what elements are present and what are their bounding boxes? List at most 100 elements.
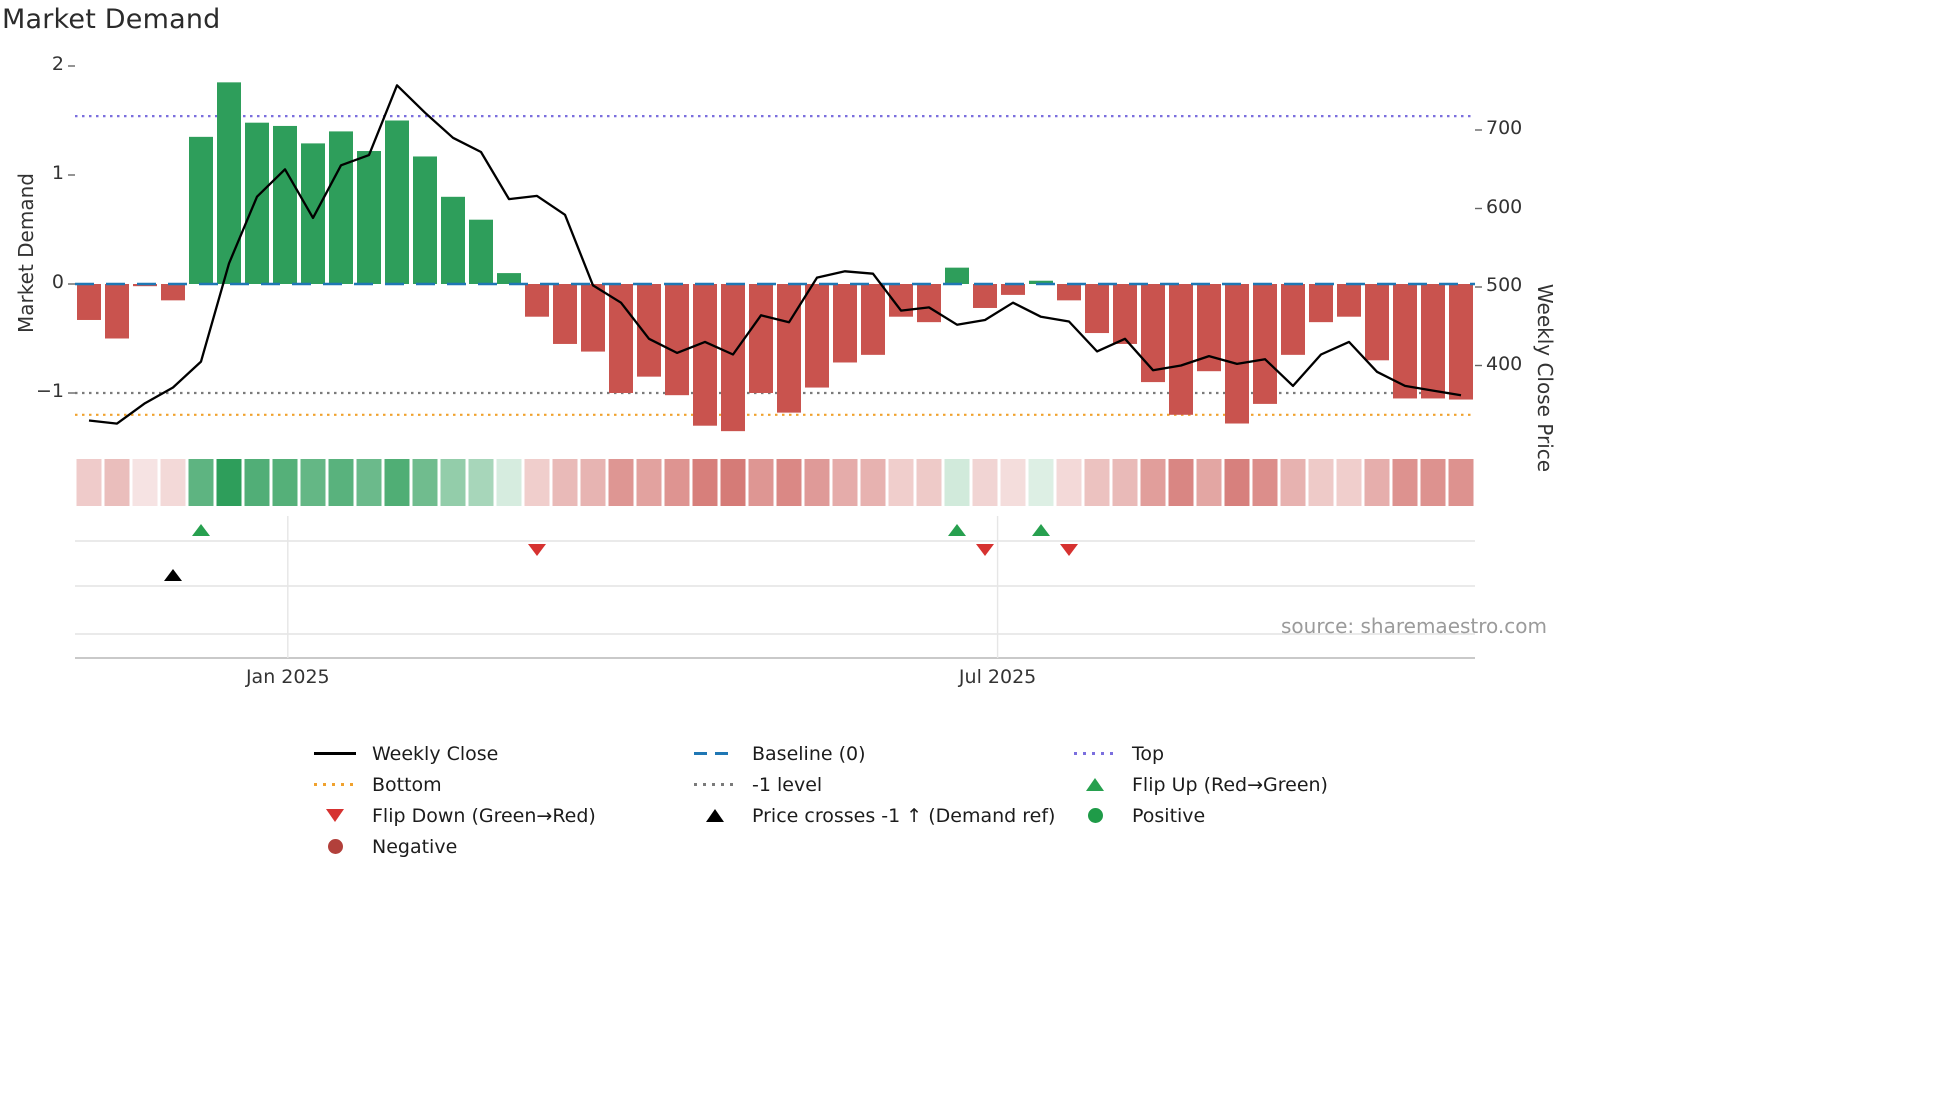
line-solid-swatch-icon <box>314 752 356 755</box>
x-axis-tick-label: Jan 2025 <box>245 666 330 688</box>
demand-heatmap-strip <box>76 459 1474 506</box>
heatmap-cell <box>1252 459 1278 506</box>
heatmap-cell <box>1000 459 1026 506</box>
heatmap-cell <box>748 459 774 506</box>
demand-bar <box>105 284 129 339</box>
heatmap-cell <box>104 459 130 506</box>
heatmap-cell <box>580 459 606 506</box>
demand-bar <box>245 122 269 285</box>
demand-bar <box>1113 284 1137 344</box>
heatmap-cell <box>636 459 662 506</box>
legend-item: Price crosses -1 ↑ (Demand ref) <box>693 800 1055 831</box>
demand-bar <box>1057 284 1081 301</box>
legend-swatch-wrap <box>313 752 357 755</box>
legend-item: Baseline (0) <box>693 738 1055 769</box>
heatmap-cell <box>608 459 634 506</box>
heatmap-cell <box>524 459 550 506</box>
demand-bar <box>861 284 885 355</box>
legend-label: Weekly Close <box>372 742 499 765</box>
y-axis-tick-label-left: 2 <box>51 53 64 75</box>
heatmap-cell <box>300 459 326 506</box>
demand-bar <box>1309 284 1333 323</box>
page-title: Market Demand <box>2 4 221 35</box>
heatmap-cell <box>664 459 690 506</box>
heatmap-cell <box>244 459 270 506</box>
heatmap-cell <box>1420 459 1446 506</box>
legend-item: Positive <box>1073 800 1328 831</box>
heatmap-cell <box>1364 459 1390 506</box>
demand-bar <box>1001 284 1025 295</box>
heatmap-cell <box>328 459 354 506</box>
legend-swatch-wrap <box>693 809 737 822</box>
demand-bar <box>217 82 241 284</box>
flip-up-marker <box>192 524 210 536</box>
demand-bar <box>1085 284 1109 334</box>
legend-label: Top <box>1132 742 1165 765</box>
heatmap-cell <box>216 459 242 506</box>
x-axis-tick-label: Jul 2025 <box>958 666 1037 688</box>
demand-bar <box>777 284 801 413</box>
demand-bar <box>77 284 101 320</box>
y-axis-tick-label-right: 400 <box>1486 352 1523 375</box>
legend-swatch-wrap <box>313 809 357 822</box>
line-dotted-swatch-icon <box>1074 752 1116 755</box>
demand-bar <box>357 151 381 284</box>
heatmap-cell <box>692 459 718 506</box>
heatmap-cell <box>972 459 998 506</box>
heatmap-cell <box>1084 459 1110 506</box>
demand-bar <box>1337 284 1361 317</box>
heatmap-cell <box>888 459 914 506</box>
heatmap-cell <box>1196 459 1222 506</box>
y-axis-tick-label-left: −1 <box>35 380 64 402</box>
line-dotted-swatch-icon <box>694 783 736 786</box>
demand-bar <box>413 156 437 284</box>
tri-up-swatch-icon <box>706 809 724 822</box>
legend-label: Flip Up (Red→Green) <box>1132 773 1328 796</box>
heatmap-cell <box>1168 459 1194 506</box>
demand-bar <box>749 284 773 393</box>
dot-swatch-icon <box>1087 808 1103 823</box>
line-dotted-swatch-icon <box>314 783 356 786</box>
tri-down-swatch-icon <box>326 809 344 822</box>
heatmap-cell <box>272 459 298 506</box>
heatmap-cell <box>776 459 802 506</box>
y-axis-tick-label-right: 600 <box>1486 195 1523 218</box>
heatmap-cell <box>944 459 970 506</box>
legend-label: Negative <box>372 835 458 858</box>
demand-bar <box>1225 284 1249 424</box>
y-axis-label-right: Weekly Close Price <box>1533 283 1557 473</box>
heatmap-cell <box>552 459 578 506</box>
legend-swatch-wrap <box>313 783 357 786</box>
heatmap-cell <box>1112 459 1138 506</box>
demand-bar <box>441 196 465 284</box>
flip-up-marker <box>1032 524 1050 536</box>
source-attribution: source: sharemaestro.com <box>1281 614 1547 638</box>
y-axis-label-left: Market Demand <box>14 173 38 333</box>
heatmap-cell <box>1028 459 1054 506</box>
legend-column: Weekly Close Bottom Flip Down (Green→Red) N… <box>313 738 596 862</box>
demand-bar <box>1449 284 1473 400</box>
demand-bar <box>497 273 521 284</box>
demand-bar <box>1281 284 1305 355</box>
heatmap-cell <box>188 459 214 506</box>
demand-bar <box>553 284 577 344</box>
demand-bar <box>1029 280 1053 284</box>
demand-bar <box>665 284 689 396</box>
demand-bar <box>329 131 353 284</box>
heatmap-cell <box>356 459 382 506</box>
demand-bar <box>525 284 549 317</box>
y-axis-tick-label-left: 1 <box>51 162 64 184</box>
demand-bar <box>721 284 745 432</box>
flip-down-marker <box>528 544 546 556</box>
chart-legend: Weekly Close Bottom Flip Down (Green→Red) N… <box>313 738 1713 878</box>
demand-bar <box>1169 284 1193 415</box>
demand-bar <box>833 284 857 363</box>
demand-bar <box>301 143 325 284</box>
heatmap-cell <box>412 459 438 506</box>
demand-bar <box>1421 284 1445 399</box>
legend-swatch-wrap <box>313 839 357 854</box>
legend-column: Top Flip Up (Red→Green) Positive <box>1073 738 1328 831</box>
legend-swatch-wrap <box>693 783 737 786</box>
